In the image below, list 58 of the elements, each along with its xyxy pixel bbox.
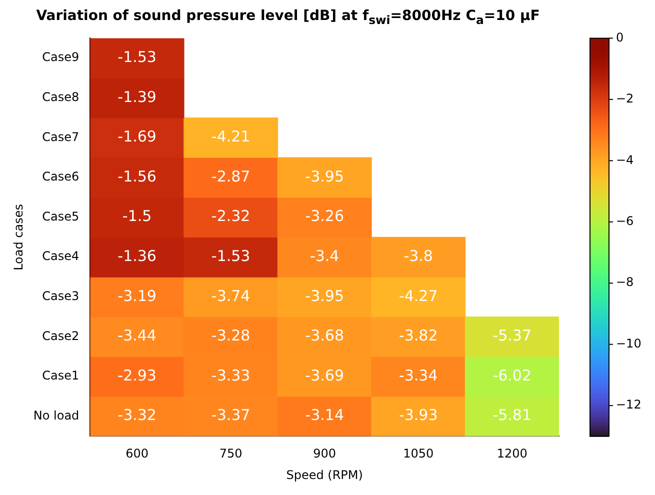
data-label: -2.87 bbox=[211, 167, 250, 186]
y-tick-label: Case7 bbox=[42, 130, 80, 144]
data-label: -3.8 bbox=[404, 246, 433, 265]
data-label: -3.33 bbox=[211, 366, 250, 384]
data-label: -1.5 bbox=[122, 207, 152, 226]
y-tick-label: Case3 bbox=[42, 289, 80, 304]
color-bar-label: 0 bbox=[616, 30, 624, 44]
data-label: -5.37 bbox=[492, 326, 532, 345]
data-label: -1.56 bbox=[118, 167, 156, 186]
data-label: -3.32 bbox=[118, 406, 156, 424]
x-axis-title: Speed (RPM) bbox=[286, 468, 363, 482]
data-label: -5.81 bbox=[492, 406, 532, 424]
data-label: -3.14 bbox=[305, 406, 344, 424]
data-label: -2.32 bbox=[211, 207, 250, 226]
color-bar-label: −4 bbox=[616, 152, 634, 167]
data-label: -2.93 bbox=[118, 366, 156, 384]
data-label: -3.82 bbox=[398, 326, 438, 345]
y-tick-label: Case8 bbox=[42, 90, 80, 104]
data-label: -3.93 bbox=[398, 406, 438, 424]
data-label: -1.53 bbox=[118, 48, 156, 66]
y-tick-label: Case9 bbox=[42, 50, 80, 64]
y-axis-title: Load cases bbox=[11, 204, 26, 270]
data-label: -3.37 bbox=[211, 406, 250, 424]
chart-title: Variation of sound pressure level [dB] at f$_{swi}$=8000Hz C$_{a}$=10 μF bbox=[35, 8, 541, 28]
data-label: -4.27 bbox=[398, 286, 438, 305]
x-tick-label: 900 bbox=[313, 446, 336, 461]
x-tick-label: 1050 bbox=[403, 446, 434, 461]
data-label: -3.95 bbox=[305, 286, 344, 305]
y-tick-label: Case6 bbox=[42, 170, 80, 184]
y-tick-label: Case5 bbox=[42, 209, 80, 224]
data-label: -3.26 bbox=[305, 207, 344, 226]
data-label: -3.74 bbox=[211, 286, 250, 305]
data-label: -3.95 bbox=[305, 167, 344, 186]
data-label: -3.28 bbox=[211, 326, 250, 345]
color-bar-label: −10 bbox=[616, 336, 642, 350]
data-label: -1.36 bbox=[118, 246, 156, 265]
color-bar-label: −8 bbox=[616, 275, 634, 290]
data-label: -1.53 bbox=[211, 246, 250, 265]
data-label: -1.69 bbox=[118, 128, 156, 146]
color-bar-label: −6 bbox=[616, 214, 634, 228]
y-tick-label: No load bbox=[33, 408, 80, 422]
y-tick-label: Case4 bbox=[42, 249, 80, 264]
y-tick-label: Case1 bbox=[42, 368, 80, 383]
data-label: -4.21 bbox=[211, 128, 250, 146]
data-label: -3.19 bbox=[118, 286, 156, 305]
x-tick-label: 750 bbox=[219, 446, 242, 461]
data-label: -6.02 bbox=[492, 366, 532, 384]
data-label: -3.69 bbox=[305, 366, 344, 384]
color-bar-label: −2 bbox=[616, 92, 634, 106]
data-label: -3.68 bbox=[305, 326, 344, 345]
data-label: -1.39 bbox=[118, 88, 156, 106]
data-label: -3.44 bbox=[118, 326, 156, 345]
x-tick-label: 600 bbox=[126, 446, 149, 461]
x-tick-label: 1200 bbox=[496, 446, 528, 461]
color-bar-label: −12 bbox=[616, 398, 642, 412]
data-label: -3.4 bbox=[310, 246, 340, 265]
y-tick-label: Case2 bbox=[42, 328, 80, 343]
data-label: -3.34 bbox=[398, 366, 438, 384]
